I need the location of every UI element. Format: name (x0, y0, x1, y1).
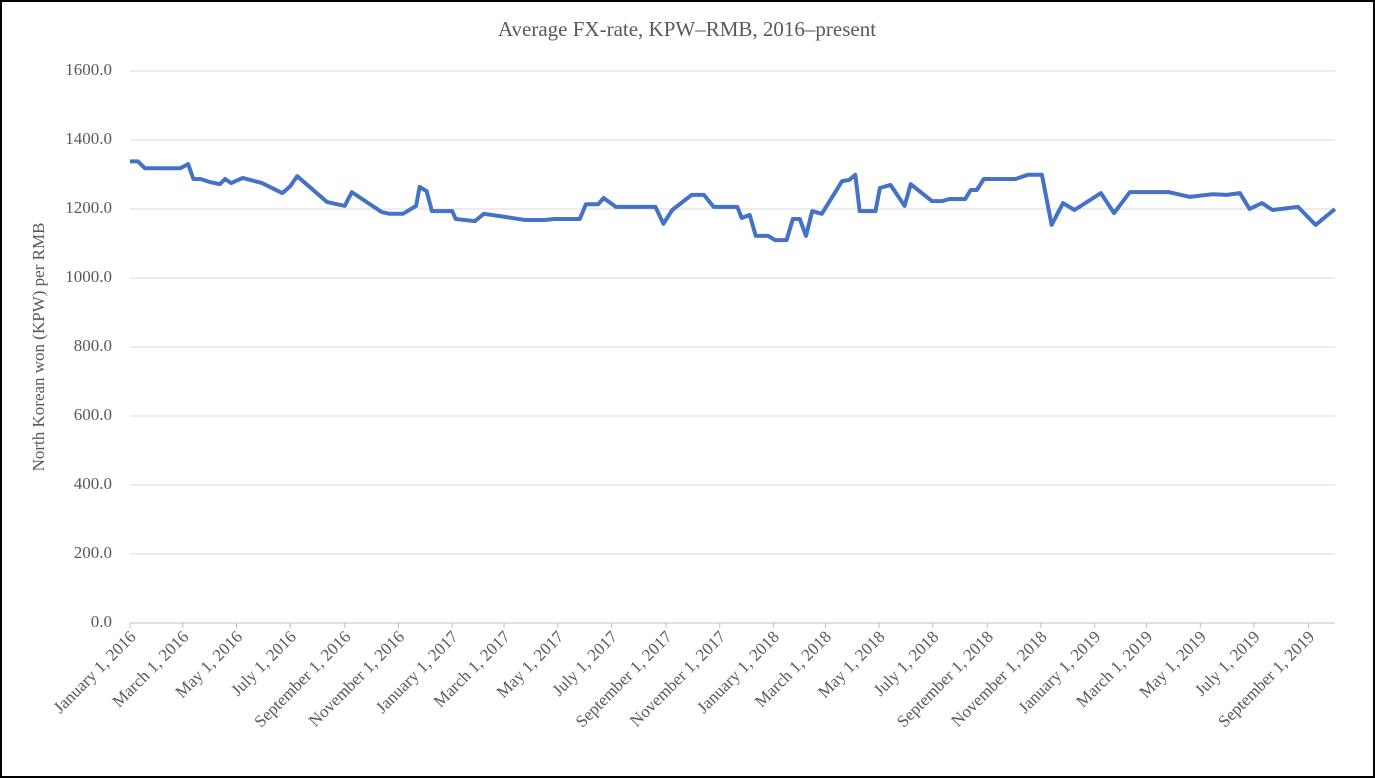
data-line (130, 159, 1337, 243)
chart-title: Average FX-rate, KPW–RMB, 2016–present (498, 17, 876, 41)
y-axis-title: North Korean won (KPW) per RMB (29, 223, 48, 472)
y-tick-label: 0.0 (91, 612, 112, 631)
y-tick-label: 1200.0 (65, 198, 112, 217)
y-tick-label: 400.0 (74, 474, 112, 493)
y-tick-label: 800.0 (74, 336, 112, 355)
y-tick-label: 200.0 (74, 543, 112, 562)
y-tick-label: 1400.0 (65, 129, 112, 148)
y-tick-label: 1600.0 (65, 60, 112, 79)
y-tick-label: 1000.0 (65, 267, 112, 286)
y-tick-label: 600.0 (74, 405, 112, 424)
